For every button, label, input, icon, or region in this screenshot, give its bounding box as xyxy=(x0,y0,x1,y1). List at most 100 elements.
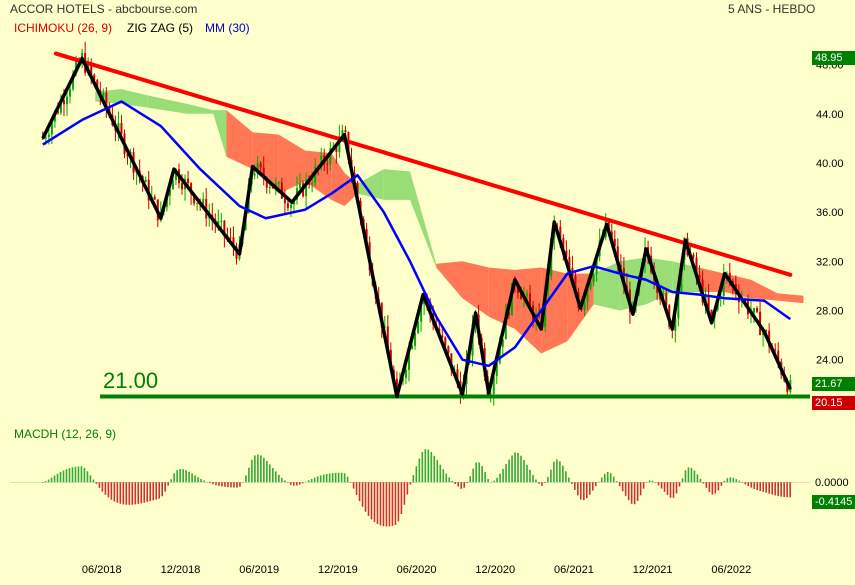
candle-body xyxy=(725,272,728,274)
macd-bar xyxy=(239,482,241,487)
macd-bar xyxy=(768,482,770,494)
macd-bar xyxy=(645,482,648,483)
macd-bar xyxy=(65,469,68,483)
macd-bar xyxy=(484,472,486,483)
macd-bar xyxy=(188,471,190,483)
candle-body xyxy=(417,321,420,333)
candle-body xyxy=(404,369,407,379)
candle-body xyxy=(56,110,59,113)
macd-bar xyxy=(364,482,367,512)
macd-bar xyxy=(47,479,50,483)
macd-bar xyxy=(588,482,591,495)
macd-bar xyxy=(278,474,280,483)
macd-bar xyxy=(442,469,445,483)
macd-bar xyxy=(143,482,146,503)
candle-body xyxy=(562,237,565,251)
macd-bar xyxy=(367,482,370,516)
macd-bar xyxy=(756,482,759,491)
ichimoku-cloud-segment xyxy=(750,279,778,301)
macd-bar xyxy=(738,480,741,483)
macd-bar xyxy=(212,482,214,485)
macd-bar xyxy=(508,459,510,483)
macd-bar xyxy=(657,482,660,486)
macd-bar xyxy=(56,473,59,483)
candle-body xyxy=(722,273,725,296)
y-tick-label: 24.00 xyxy=(816,355,844,367)
macd-bar xyxy=(370,482,373,520)
macd-bar xyxy=(200,478,202,483)
macd-bar xyxy=(263,457,265,483)
candle-body xyxy=(728,272,731,281)
macd-bar xyxy=(523,459,525,483)
macd-bar xyxy=(400,482,403,515)
macd-bar xyxy=(553,461,555,483)
macd-bar xyxy=(493,480,495,483)
macd-bar xyxy=(116,482,119,503)
macd-bar xyxy=(678,482,681,487)
candle-body xyxy=(102,92,105,98)
macd-bar xyxy=(295,482,298,486)
macd-bar xyxy=(618,482,621,487)
candle-body xyxy=(171,180,174,190)
macd-bar xyxy=(726,478,729,483)
candle-body xyxy=(277,182,280,184)
candle-body xyxy=(692,254,695,258)
last-price-badge: 21.67 xyxy=(812,377,855,391)
candle-body xyxy=(456,369,459,382)
macd-bar xyxy=(74,466,77,483)
macd-bar xyxy=(173,473,175,483)
ichimoku-cloud-segment xyxy=(383,169,410,200)
macd-bar xyxy=(227,482,229,488)
candle-body xyxy=(72,73,75,90)
candle-body xyxy=(193,194,196,204)
macd-bar xyxy=(777,482,779,497)
macd-bar xyxy=(266,460,268,483)
macd-bar xyxy=(110,482,113,500)
candle-body xyxy=(777,350,780,362)
x-tick-label: 06/2018 xyxy=(82,564,122,576)
macd-bar xyxy=(481,466,483,483)
macd-bar xyxy=(281,477,283,483)
candle-body xyxy=(65,96,68,105)
candle-body xyxy=(616,246,619,266)
macd-bar xyxy=(391,482,394,526)
macd-bar xyxy=(747,482,750,487)
macd-bar xyxy=(92,479,95,483)
macd-bar xyxy=(762,482,765,492)
ichimoku-cloud-segment xyxy=(213,110,227,157)
candle-body xyxy=(47,134,50,138)
macd-bar xyxy=(304,481,307,483)
macd-bar xyxy=(430,452,433,483)
macd-bar xyxy=(206,481,208,483)
macd-bar xyxy=(373,482,376,523)
candle-body xyxy=(256,163,259,174)
macd-bar xyxy=(765,482,768,493)
macd-bar xyxy=(517,452,519,483)
macd-bar xyxy=(672,482,675,498)
macd-bar xyxy=(723,480,726,483)
candle-body xyxy=(93,74,96,81)
macd-bar xyxy=(702,482,705,484)
macd-bar xyxy=(155,482,158,500)
macd-bar xyxy=(744,482,747,485)
macd-bar xyxy=(621,482,624,492)
macd-bar xyxy=(774,482,776,496)
macd-bar xyxy=(301,482,304,484)
x-tick-label: 12/2019 xyxy=(318,564,358,576)
candle-body xyxy=(407,348,410,370)
macd-bar xyxy=(197,477,199,483)
macd-bar xyxy=(436,460,439,483)
macd-bar xyxy=(221,482,223,487)
macd-bar xyxy=(50,477,53,483)
candle-body xyxy=(105,92,108,108)
zigzag-line xyxy=(41,56,792,399)
macd-bar xyxy=(248,467,250,483)
macd-bar xyxy=(164,482,166,492)
macd-bar xyxy=(131,482,134,505)
macd-bar xyxy=(349,482,352,483)
candle-body xyxy=(495,363,498,377)
candle-body xyxy=(613,238,616,247)
candle-body xyxy=(774,349,777,351)
macd-bar xyxy=(406,482,409,495)
